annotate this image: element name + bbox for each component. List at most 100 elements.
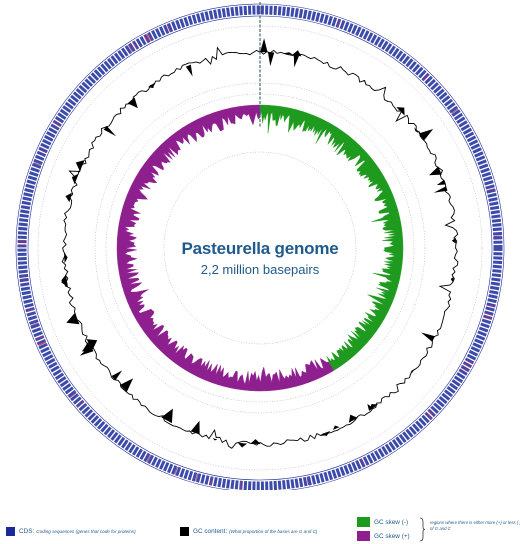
legend-gc-content: GC content: (What proportion of the base… bbox=[180, 527, 317, 536]
cds-marker bbox=[19, 277, 29, 280]
cds-swatch bbox=[6, 527, 15, 536]
gc-content-peak bbox=[61, 275, 68, 288]
gc-content-peak bbox=[421, 332, 436, 342]
cds-marker bbox=[337, 19, 341, 28]
cds-marker bbox=[53, 121, 61, 127]
cds-marker bbox=[166, 24, 171, 33]
cds-marker bbox=[174, 466, 178, 475]
gc-content-peak bbox=[429, 166, 442, 176]
cds-marker bbox=[77, 401, 84, 408]
gc-content-peak bbox=[86, 339, 98, 350]
cds-marker bbox=[127, 44, 133, 52]
gc-content-peak bbox=[418, 132, 425, 140]
cds-marker bbox=[38, 341, 46, 346]
cds-marker bbox=[306, 477, 309, 486]
guide-circle bbox=[163, 151, 357, 345]
cds-marker bbox=[465, 359, 473, 365]
genome-title: Pasteurella genome bbox=[181, 239, 339, 258]
gc-content-peak bbox=[185, 64, 193, 77]
legend-gc-skew-minus: GC skew (-) bbox=[357, 517, 408, 527]
gc-content-description: (What proportion of the bases are G and … bbox=[229, 529, 318, 534]
gc-content-peak bbox=[433, 186, 448, 193]
gc-content-peak bbox=[119, 378, 134, 392]
gc-skew-track bbox=[116, 104, 404, 392]
cds-marker bbox=[146, 454, 151, 463]
gc-content-peak bbox=[212, 438, 218, 441]
gc-content-peak bbox=[396, 107, 405, 116]
cds-marker bbox=[460, 367, 469, 373]
gc-content-peak bbox=[64, 252, 68, 264]
gc-content-peak bbox=[148, 82, 155, 89]
gc-content-peak bbox=[385, 394, 390, 399]
cds-marker bbox=[483, 316, 492, 320]
cds-marker bbox=[451, 108, 459, 114]
gc-content-peak bbox=[77, 167, 82, 178]
cds-marker bbox=[144, 35, 149, 43]
gc-skew-minus-area bbox=[259, 104, 404, 371]
guide-circle bbox=[94, 82, 426, 414]
gc-content-peak bbox=[250, 439, 261, 444]
brace-icon bbox=[419, 517, 425, 542]
cds-marker bbox=[463, 363, 471, 368]
gc-skew-plus-swatch bbox=[357, 531, 370, 541]
cds-marker bbox=[428, 410, 435, 417]
legend-cds: CDS: Coding sequences (genes that code f… bbox=[6, 527, 136, 536]
cds-marker bbox=[147, 33, 152, 41]
gc-content-peak bbox=[190, 420, 200, 435]
cds-marker bbox=[195, 473, 199, 482]
gc-content-peak bbox=[66, 312, 80, 325]
gc-content-peak bbox=[71, 173, 79, 185]
cds-marker bbox=[132, 41, 138, 50]
gc-skew-minus-term: GC skew (-) bbox=[374, 518, 409, 526]
gc-content-peak bbox=[103, 125, 117, 137]
gc-skew-plus-area bbox=[116, 104, 334, 392]
cds-marker bbox=[38, 342, 47, 346]
gc-content-peak bbox=[348, 414, 358, 423]
cds-marker bbox=[26, 308, 35, 312]
cds-term: CDS: bbox=[19, 528, 35, 535]
cds-marker bbox=[361, 458, 366, 467]
gc-content-peak bbox=[450, 276, 454, 283]
gc-content-peak bbox=[369, 404, 379, 411]
gc-content-peak bbox=[292, 50, 302, 57]
cds-marker bbox=[38, 149, 47, 154]
cds-description: Coding sequences (genes that code for pr… bbox=[36, 529, 136, 534]
cds-marker bbox=[33, 162, 42, 166]
gc-content-peak bbox=[237, 442, 248, 448]
legend-gc-skew-plus: GC skew (+) bbox=[357, 531, 410, 541]
cds-marker bbox=[210, 476, 213, 485]
gc-content-peak bbox=[283, 52, 294, 55]
gc-content-peak bbox=[75, 160, 85, 171]
cds-genes-band bbox=[17, 5, 503, 490]
gc-content-peak bbox=[367, 403, 374, 411]
genome-map bbox=[15, 2, 505, 490]
gc-content-peak bbox=[293, 54, 300, 68]
gc-content-track bbox=[61, 38, 459, 449]
gc-content-swatch bbox=[180, 527, 189, 536]
gc-skew-note: regions where there is either more (+) o… bbox=[430, 520, 520, 531]
cds-marker bbox=[484, 312, 493, 316]
gc-content-peak bbox=[161, 408, 173, 424]
cds-marker bbox=[425, 412, 433, 419]
cds-marker bbox=[239, 481, 242, 490]
cds-marker bbox=[35, 335, 44, 340]
gc-content-peak bbox=[111, 370, 123, 381]
cds-marker bbox=[486, 304, 495, 308]
gc-content-peak bbox=[414, 127, 419, 134]
gc-content-peak bbox=[127, 97, 138, 109]
gc-content-term: GC content: bbox=[193, 528, 228, 535]
cds-marker bbox=[69, 392, 77, 399]
genome-subtitle: 2,2 million basepairs bbox=[200, 262, 320, 277]
gc-skew-minus-swatch bbox=[357, 517, 370, 527]
cds-marker bbox=[30, 322, 39, 326]
cds-marker bbox=[146, 34, 151, 42]
gc-content-peak bbox=[65, 192, 72, 203]
gc-content-peak bbox=[81, 342, 94, 352]
gc-content-peak bbox=[409, 368, 415, 375]
gc-skew-plus-term: GC skew (+) bbox=[374, 532, 410, 540]
cds-marker bbox=[422, 74, 430, 81]
gc-content-peak bbox=[436, 180, 446, 186]
gc-content-peak bbox=[267, 52, 275, 67]
gc-content-peak bbox=[260, 38, 268, 53]
gc-content-peak bbox=[451, 237, 456, 244]
